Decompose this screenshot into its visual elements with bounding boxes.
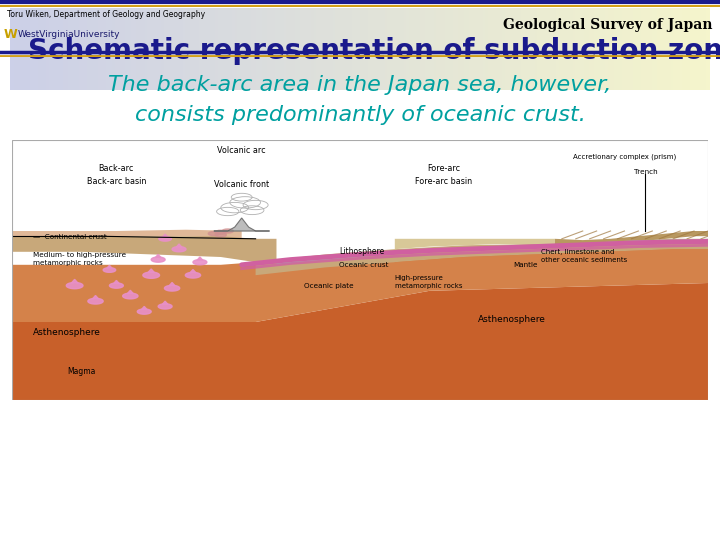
Polygon shape (141, 306, 147, 309)
Text: Oceanic plate: Oceanic plate (305, 283, 354, 289)
Polygon shape (148, 269, 155, 273)
Polygon shape (109, 283, 123, 288)
Circle shape (215, 230, 226, 234)
Circle shape (230, 197, 261, 208)
Polygon shape (193, 260, 207, 265)
Polygon shape (151, 257, 165, 262)
Text: The back-arc area in the Japan sea, however,: The back-arc area in the Japan sea, howe… (108, 75, 612, 94)
Polygon shape (71, 279, 78, 283)
Polygon shape (88, 298, 103, 304)
Text: consists predominantly of oceanic crust.: consists predominantly of oceanic crust. (135, 105, 585, 125)
Text: metamorphic rocks: metamorphic rocks (33, 260, 103, 266)
Circle shape (217, 207, 239, 215)
Circle shape (231, 193, 252, 201)
Polygon shape (162, 301, 168, 305)
Polygon shape (190, 269, 196, 273)
Text: Back-arc basin: Back-arc basin (86, 177, 146, 186)
Circle shape (221, 202, 248, 213)
Polygon shape (156, 254, 161, 258)
Text: Fore-arc basin: Fore-arc basin (415, 177, 472, 186)
Polygon shape (197, 257, 203, 260)
Text: Trench: Trench (634, 169, 657, 175)
Text: Fore-arc: Fore-arc (427, 164, 460, 173)
Text: Oceanic crust: Oceanic crust (339, 262, 389, 268)
Circle shape (208, 232, 220, 235)
Text: Asthenosphere: Asthenosphere (33, 328, 101, 337)
Text: High-pressure: High-pressure (395, 275, 444, 281)
Polygon shape (276, 239, 708, 265)
Text: Asthenosphere: Asthenosphere (478, 315, 546, 324)
Text: —  Continental crust: — Continental crust (33, 234, 107, 240)
Polygon shape (143, 272, 160, 278)
Polygon shape (138, 309, 151, 314)
Text: WestVirginiaUniversity: WestVirginiaUniversity (18, 30, 120, 39)
Polygon shape (107, 265, 112, 268)
Circle shape (215, 233, 226, 237)
Text: Medium- to high-pressure: Medium- to high-pressure (33, 252, 126, 258)
Text: Schematic representation of subduction zone: Schematic representation of subduction z… (27, 37, 720, 65)
Polygon shape (185, 272, 201, 278)
Polygon shape (214, 218, 269, 231)
Text: Back-arc: Back-arc (99, 164, 134, 173)
Text: Magma: Magma (68, 367, 96, 376)
Text: Accretionary complex (prism): Accretionary complex (prism) (573, 153, 676, 160)
Polygon shape (92, 295, 99, 299)
Polygon shape (159, 237, 171, 241)
Polygon shape (122, 293, 138, 299)
Text: Chert, limestone and: Chert, limestone and (541, 249, 614, 255)
Text: Volcanic front: Volcanic front (214, 180, 269, 189)
Polygon shape (256, 239, 708, 275)
Polygon shape (163, 234, 168, 237)
Polygon shape (12, 236, 276, 265)
Circle shape (222, 229, 233, 233)
Polygon shape (12, 244, 708, 322)
Polygon shape (395, 239, 555, 249)
Text: Mantle: Mantle (513, 262, 538, 268)
Polygon shape (66, 282, 83, 289)
Polygon shape (12, 283, 708, 400)
Circle shape (240, 206, 264, 214)
Text: W: W (4, 28, 17, 41)
Text: other oceanic sediments: other oceanic sediments (541, 257, 627, 263)
Text: Volcanic arc: Volcanic arc (217, 146, 266, 155)
Polygon shape (172, 247, 186, 252)
Polygon shape (127, 291, 133, 294)
Polygon shape (169, 282, 175, 286)
Text: Geological Survey of Japan: Geological Survey of Japan (503, 18, 713, 32)
Polygon shape (103, 268, 116, 272)
Polygon shape (12, 230, 242, 239)
Polygon shape (395, 249, 708, 275)
Polygon shape (158, 304, 172, 309)
Text: Lithosphere: Lithosphere (339, 247, 384, 256)
Text: Toru Wiken, Department of Geology and Geography: Toru Wiken, Department of Geology and Ge… (7, 10, 205, 19)
Polygon shape (555, 231, 708, 245)
Polygon shape (164, 285, 180, 291)
Polygon shape (114, 280, 120, 284)
Text: metamorphic rocks: metamorphic rocks (395, 283, 462, 289)
Polygon shape (176, 244, 182, 247)
Circle shape (243, 200, 268, 210)
